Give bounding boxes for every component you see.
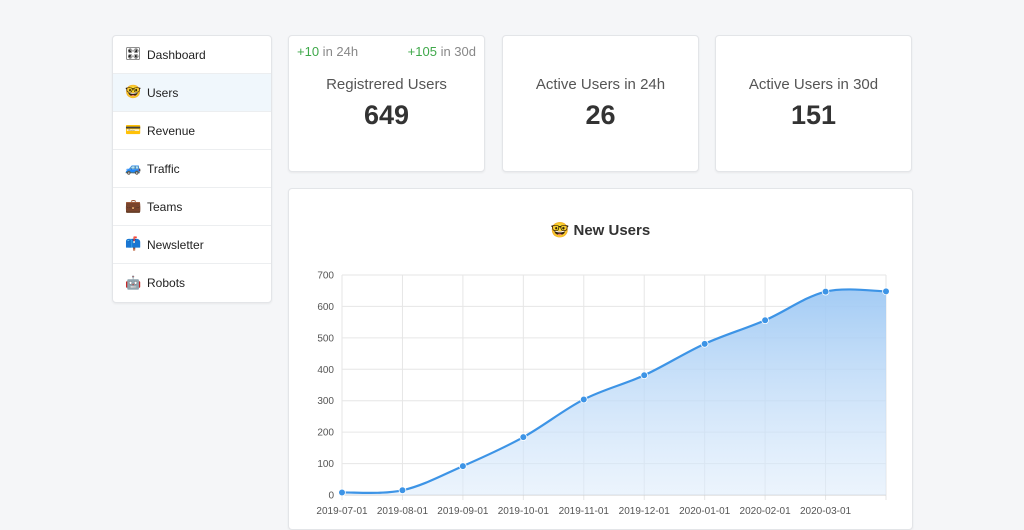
sidebar-item-newsletter[interactable]: 📫 Newsletter [113,226,271,264]
briefcase-icon: 💼 [125,199,142,214]
active-users-24h-label: Active Users in 24h [535,76,666,93]
y-tick-label: 500 [317,333,334,344]
nerd-face-icon: 🤓 [125,85,142,100]
delta-24h-value: +10 [297,44,320,59]
series-area [342,289,886,495]
credit-card-icon: 💳 [125,123,142,138]
sidebar: 🎛 Dashboard 🤓 Users 💳 Revenue 🚙 Traffic … [112,35,272,303]
sidebar-item-label: Newsletter [147,237,204,252]
x-tick-label: 2019-08-01 [377,506,429,517]
chart-title: 🤓 New Users [289,221,912,239]
y-tick-label: 400 [317,365,334,376]
active-users-24h-card: Active Users in 24h 26 [502,35,699,172]
x-tick-label: 2019-07-01 [316,506,368,517]
sidebar-item-users[interactable]: 🤓 Users [113,74,271,112]
data-point [761,316,769,325]
mailbox-icon: 📫 [125,237,142,252]
robot-icon: 🤖 [125,275,142,291]
delta-30d-value: +105 [407,44,437,59]
new-users-chart-card: 🤓 New Users 0 100 200 300 400 500 600 700 2019-07… [288,188,913,530]
data-point [821,287,830,296]
x-tick-label: 2020-02-01 [740,506,792,517]
sidebar-item-label: Revenue [147,123,196,138]
x-tick-label: 2019-10-01 [498,506,550,517]
delta-30d-label: in 30d [436,44,476,59]
y-tick-label: 300 [317,396,334,407]
sidebar-item-label: Dashboard [147,47,206,62]
data-point [519,433,528,441]
data-point [398,486,407,495]
registered-users-value: 649 [363,100,410,130]
data-point [459,462,467,470]
series-line [341,288,887,494]
x-tick-label: 2020-01-01 [679,506,731,517]
y-tick-label: 100 [317,459,334,470]
y-tick-label: 700 [317,271,334,282]
sidebar-item-traffic[interactable]: 🚙 Traffic [113,150,271,188]
sidebar-item-revenue[interactable]: 💳 Revenue [113,112,271,150]
sidebar-item-dashboard[interactable]: 🎛 Dashboard [113,36,271,74]
active-users-30d-label: Active Users in 30d [748,76,879,93]
new-users-chart: 0 100 200 300 400 500 600 700 2019-07-01 2019-08-… [316,271,890,517]
data-point [882,287,890,296]
dashboard-icon: 🎛 [125,47,142,62]
x-tick-label: 2019-09-01 [437,506,489,517]
delta-30d: +105 in 30d [408,44,476,59]
x-tick-label: 2019-12-01 [619,506,671,517]
data-point [579,395,588,404]
data-point [640,371,649,380]
chart-title-text: New Users [573,222,651,239]
registered-users-card: +10 in 24h +105 in 30d Registrered Users… [288,35,485,172]
data-point [338,488,346,497]
sidebar-item-robots[interactable]: 🤖 Robots [113,264,271,302]
sidebar-item-label: Robots [147,276,186,290]
sidebar-item-label: Traffic [147,161,180,176]
x-tick-label: 2020-03-01 [800,506,852,517]
y-tick-label: 200 [317,428,334,439]
active-users-24h-value: 26 [585,100,616,130]
registered-users-label: Registrered Users [326,76,447,93]
data-point [700,340,709,348]
active-users-30d-card: Active Users in 30d 151 [715,35,912,172]
sidebar-item-label: Users [147,85,179,100]
registered-users-deltas: +10 in 24h +105 in 30d [297,44,476,59]
y-tick-label: 0 [328,491,334,502]
sidebar-item-teams[interactable]: 💼 Teams [113,188,271,226]
delta-24h-label: in 24h [319,44,359,59]
delta-24h: +10 in 24h [297,44,358,59]
nerd-face-icon: 🤓 [550,221,570,239]
y-tick-label: 600 [317,302,334,313]
active-users-30d-value: 151 [790,100,837,130]
sidebar-item-label: Teams [147,199,183,214]
car-icon: 🚙 [125,161,142,176]
x-tick-label: 2019-11-01 [559,506,610,517]
